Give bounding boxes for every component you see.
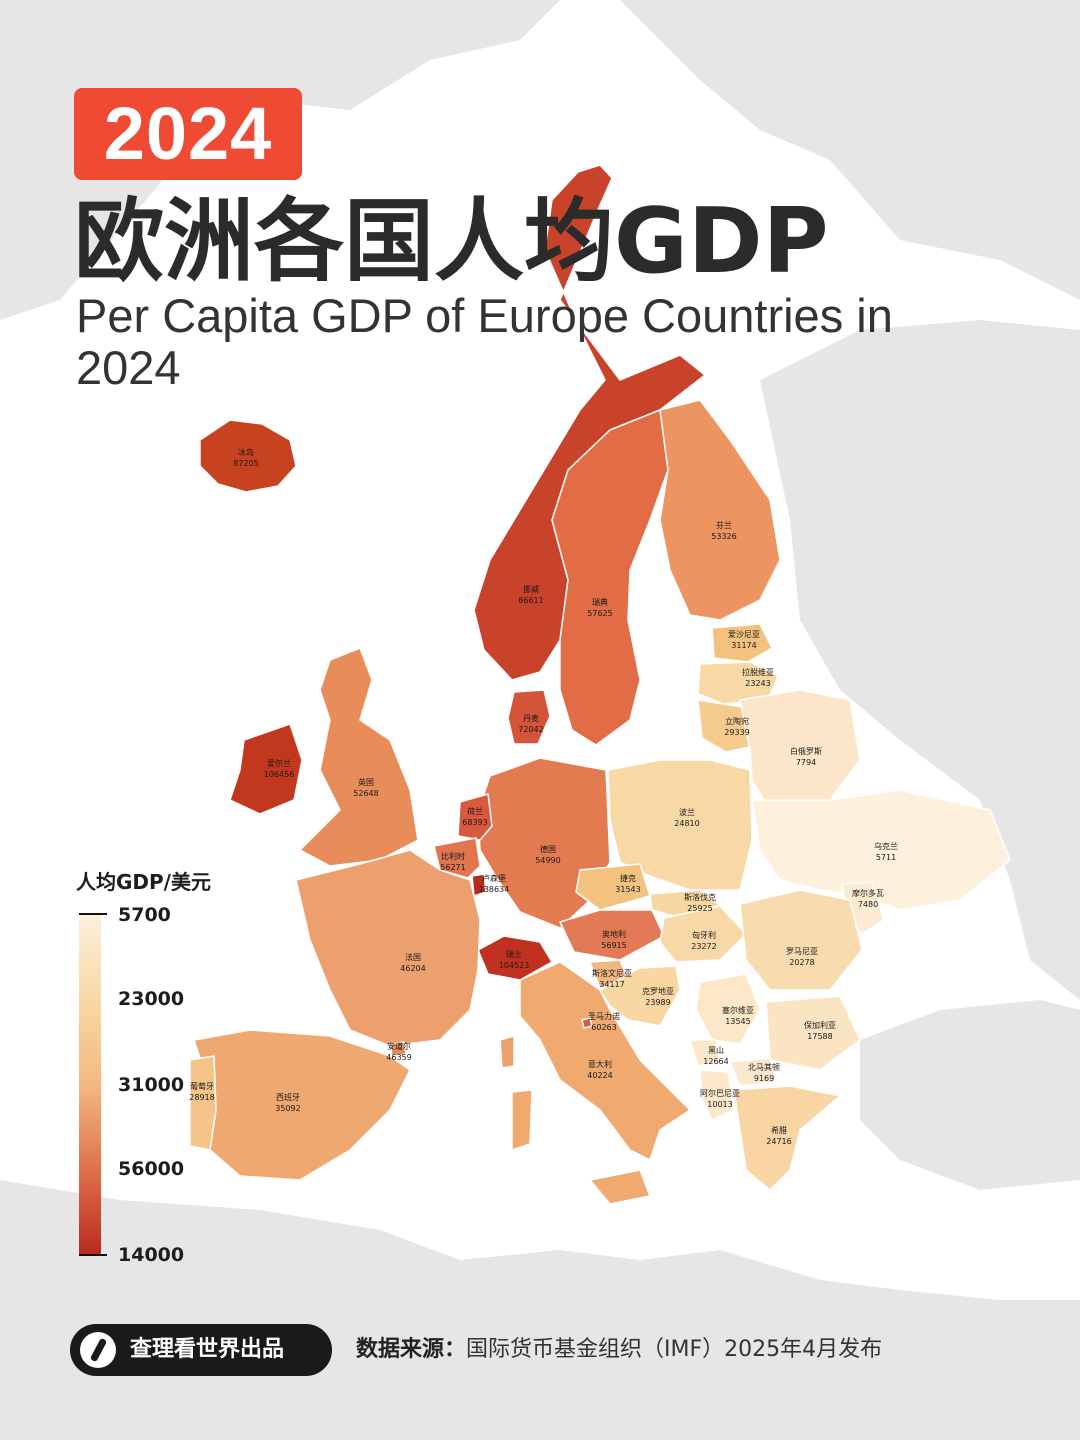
country-label: 黑山 12664 <box>703 1046 729 1066</box>
country-ukraine[interactable] <box>751 789 1011 911</box>
country-serbia[interactable] <box>695 973 761 1045</box>
country-denmark[interactable] <box>507 689 551 745</box>
source-label: 数据来源： <box>356 1337 467 1362</box>
country-corsica[interactable] <box>499 1035 515 1069</box>
country-label: 拉脱维亚 23243 <box>742 668 774 688</box>
country-label: 安道尔 46359 <box>386 1042 412 1062</box>
country-label: 丹麦 72042 <box>518 714 544 734</box>
country-label: 圣马力诺 60263 <box>588 1012 620 1032</box>
country-label: 阿尔巴尼亚 10013 <box>700 1089 740 1109</box>
country-estonia[interactable] <box>711 623 773 663</box>
country-label: 葡萄牙 28918 <box>189 1082 215 1102</box>
legend-color-bar <box>79 914 101 1256</box>
year-badge: 2024 <box>74 88 302 180</box>
country-label: 匈牙利 23272 <box>691 931 717 951</box>
country-montenegro[interactable] <box>689 1039 721 1067</box>
country-croatia[interactable] <box>599 965 681 1027</box>
country-romania[interactable] <box>739 889 863 991</box>
legend-tick-bottom <box>79 1254 107 1256</box>
country-bulgaria[interactable] <box>765 995 861 1071</box>
country-label: 希腊 24716 <box>766 1126 792 1146</box>
country-label: 克罗地亚 23989 <box>642 987 674 1007</box>
country-portugal[interactable] <box>189 1055 217 1151</box>
country-label: 瑞士 104523 <box>498 950 530 970</box>
country-sardinia[interactable] <box>511 1089 533 1151</box>
legend-title: 人均GDP/美元 <box>76 870 211 894</box>
country-label: 保加利亚 17588 <box>804 1021 836 1041</box>
country-label: 英国 52648 <box>353 778 379 798</box>
legend-label: 31000 <box>118 1074 185 1096</box>
country-label: 瑞典 57625 <box>587 598 613 618</box>
country-label: 比利时 56271 <box>440 852 466 872</box>
country-label: 爱沙尼亚 31174 <box>728 630 760 650</box>
country-label: 罗马尼亚 20278 <box>786 947 818 967</box>
brand-logo-icon <box>80 1332 116 1368</box>
country-label: 冰岛 87205 <box>233 448 259 468</box>
arctic-land-nw <box>0 0 560 320</box>
country-norway[interactable] <box>473 164 706 681</box>
credit-badge: 查理看世界出品 <box>70 1324 332 1376</box>
country-label: 波兰 24810 <box>674 808 700 828</box>
source-text: 国际货币基金组织（IMF）2025年4月发布 <box>466 1337 883 1362</box>
country-label: 白俄罗斯 7794 <box>790 747 822 767</box>
country-label: 塞尔维亚 13545 <box>722 1006 754 1026</box>
africa-land <box>0 1180 1080 1440</box>
country-label: 立陶宛 29339 <box>724 717 750 737</box>
country-label: 芬兰 53326 <box>711 521 737 541</box>
country-label: 卢森堡 138634 <box>478 874 510 894</box>
credit-text: 查理看世界出品 <box>130 1337 285 1362</box>
country-france[interactable] <box>295 849 481 1047</box>
country-north-macedonia[interactable] <box>729 1057 777 1087</box>
country-hungary[interactable] <box>659 905 747 963</box>
country-greece[interactable] <box>733 1085 841 1191</box>
country-czechia[interactable] <box>575 863 651 911</box>
countries <box>189 164 1011 1205</box>
turkey-land <box>860 1000 1080 1190</box>
country-poland[interactable] <box>607 759 753 891</box>
country-label: 斯洛伐克 25925 <box>684 893 716 913</box>
legend-label: 14000 <box>118 1244 185 1266</box>
country-albania[interactable] <box>699 1069 735 1121</box>
country-sweden[interactable] <box>551 409 669 746</box>
country-label: 摩尔多瓦 7480 <box>852 889 884 909</box>
country-uk[interactable] <box>299 647 419 867</box>
country-label: 挪威 86611 <box>518 585 544 605</box>
arctic-land-ne <box>620 0 1080 300</box>
page-title-en: Per Capita GDP of Europe Countries in 20… <box>76 289 893 394</box>
legend-label: 5700 <box>118 904 171 926</box>
country-label: 荷兰 68393 <box>462 807 488 827</box>
country-label: 乌克兰 5711 <box>874 842 898 862</box>
country-netherlands[interactable] <box>457 793 493 841</box>
country-label: 斯洛文尼亚 34117 <box>592 969 632 989</box>
country-belgium[interactable] <box>433 837 481 879</box>
legend-tick-top <box>79 913 107 915</box>
country-iceland[interactable] <box>199 419 297 493</box>
country-label: 捷克 31543 <box>615 874 641 894</box>
country-label: 德国 54990 <box>535 845 561 865</box>
country-label: 意大利 40224 <box>587 1060 613 1080</box>
russia-land <box>760 320 1080 1000</box>
country-ireland[interactable] <box>229 723 303 815</box>
country-san-marino[interactable] <box>581 1017 593 1029</box>
country-label: 奥地利 56915 <box>601 930 627 950</box>
country-italy[interactable] <box>519 961 691 1161</box>
country-finland[interactable] <box>659 399 781 621</box>
legend-label: 56000 <box>118 1158 185 1180</box>
country-spain[interactable] <box>193 1029 411 1181</box>
page-title-cn: 欧洲各国人均GDP <box>74 189 829 294</box>
country-andorra[interactable] <box>389 1041 407 1057</box>
country-label: 爱尔兰 106456 <box>263 759 295 779</box>
legend-label: 23000 <box>118 988 185 1010</box>
country-label: 北马其顿 9169 <box>748 1063 780 1083</box>
country-label: 西班牙 35092 <box>275 1093 301 1113</box>
country-luxembourg[interactable] <box>471 873 487 897</box>
data-source: 数据来源：国际货币基金组织（IMF）2025年4月发布 <box>356 1334 882 1366</box>
country-label: 法国 46204 <box>400 953 426 973</box>
country-sicily[interactable] <box>589 1169 651 1205</box>
country-switzerland[interactable] <box>477 935 553 981</box>
